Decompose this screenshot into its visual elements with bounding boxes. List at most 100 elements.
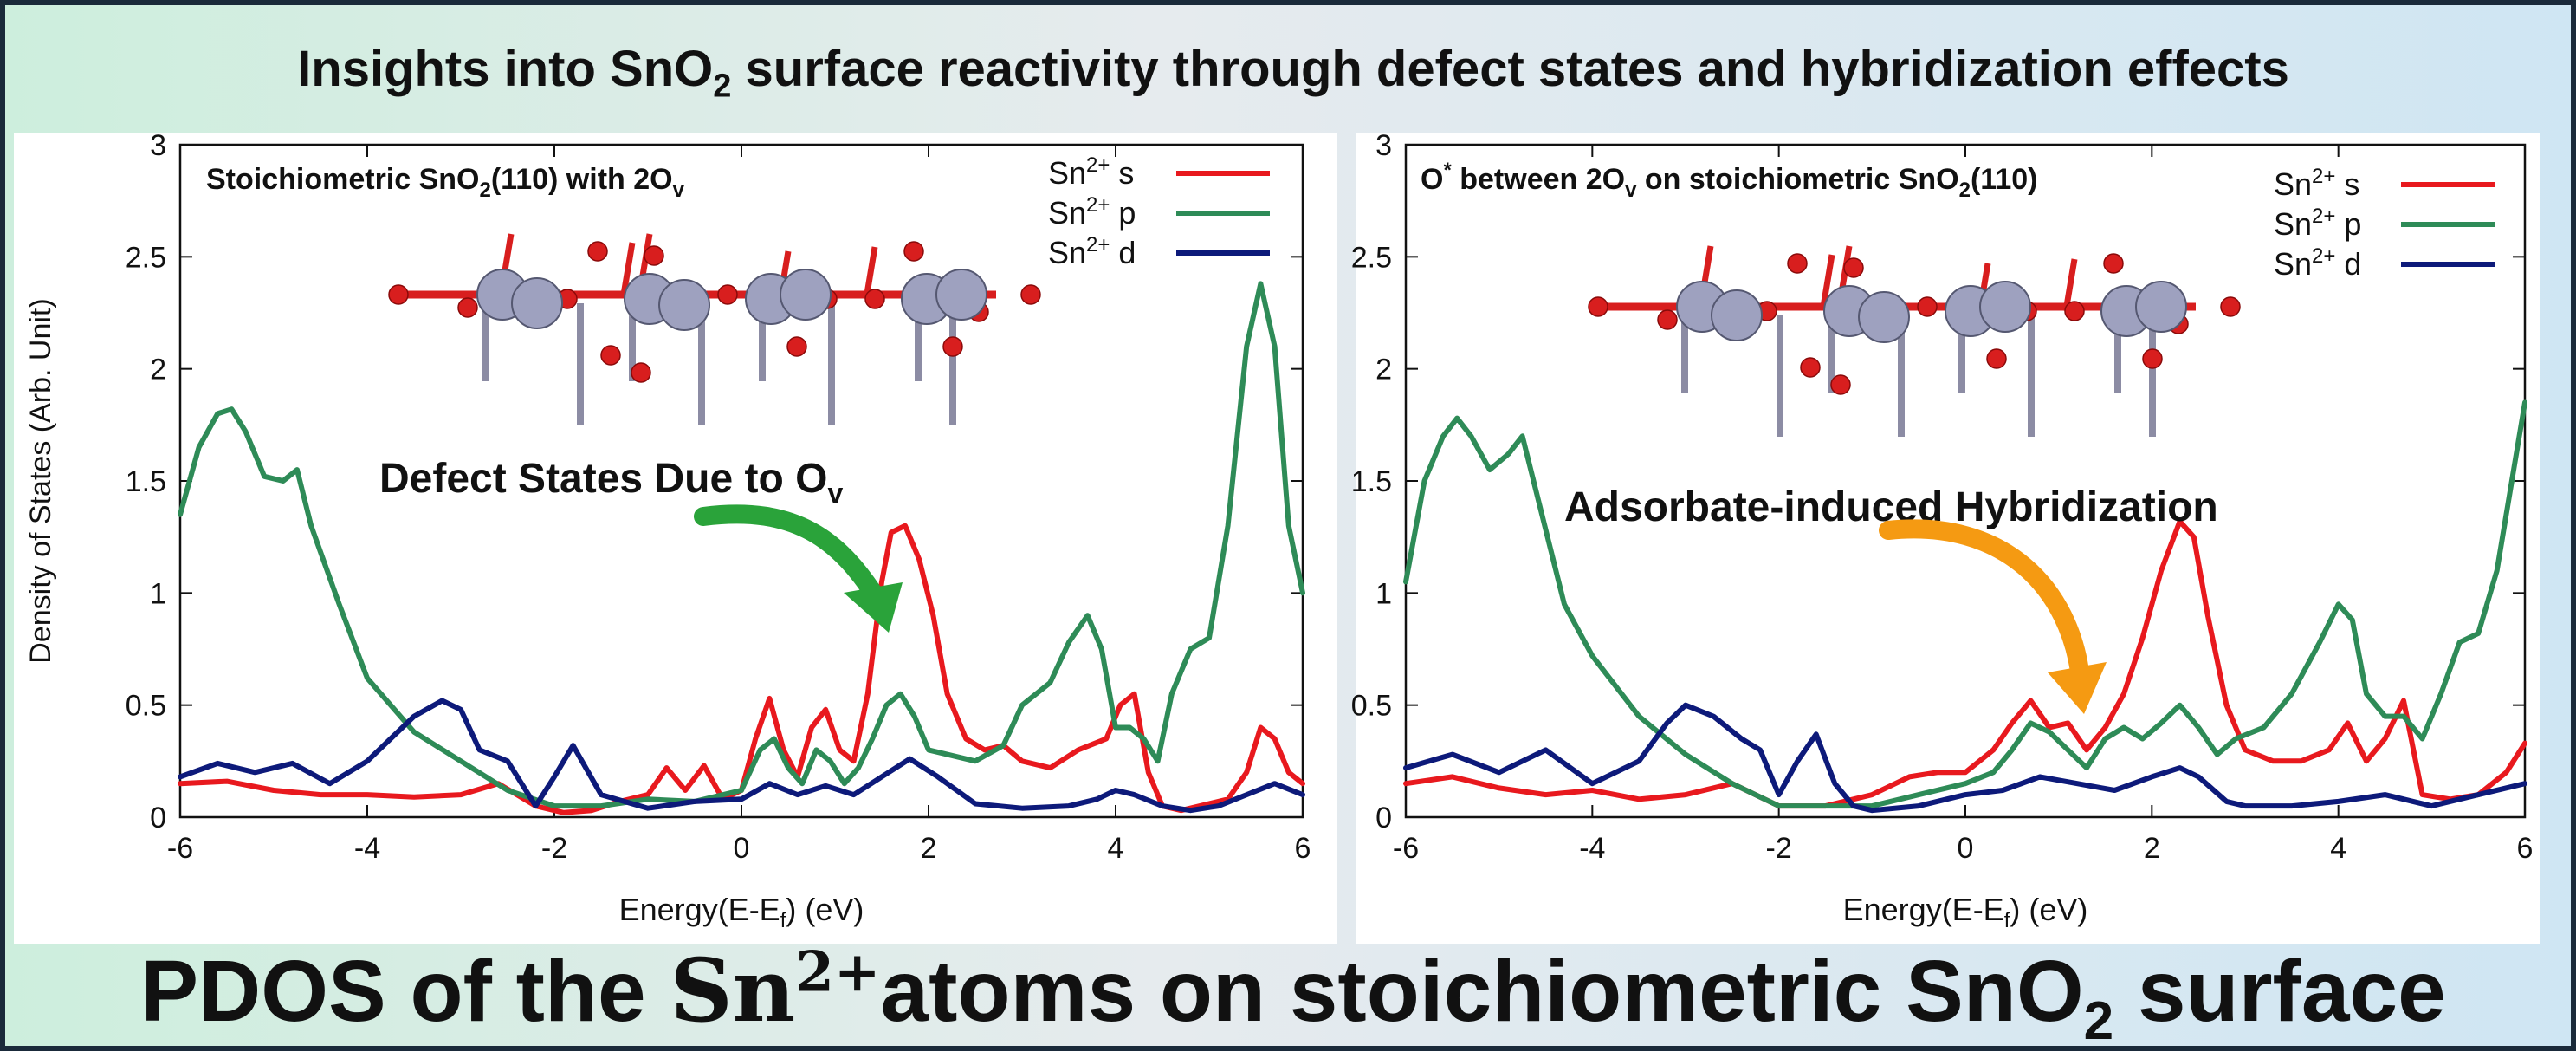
panel-title-sub: v	[673, 179, 685, 202]
annotation-text-part: Defect States Due to O	[379, 456, 827, 502]
tin-atom	[1858, 291, 1910, 343]
oxygen-atom	[644, 245, 664, 266]
panel-title-part: Stoichiometric SnO	[206, 163, 480, 196]
legend-label-base: Sn	[1048, 155, 1086, 191]
tin-atom	[780, 269, 832, 321]
molecule-bond	[2062, 258, 2078, 312]
panel-title: Stoichiometric SnO2(110) with 2Ov	[206, 163, 685, 202]
legend-label-base: Sn	[2274, 246, 2312, 282]
oxygen-atom	[457, 297, 478, 318]
legend-label-sup: 2+	[2312, 205, 2335, 228]
oxygen-atom	[587, 241, 608, 262]
legend-label-orbital: s	[2335, 166, 2359, 202]
x-tick-label: -6	[167, 832, 193, 865]
x-tick-label: 2	[2144, 832, 2160, 865]
x-tick-label: -6	[1393, 832, 1419, 865]
y-tick-label: 1	[1375, 577, 1392, 610]
annotation-arrowhead	[2048, 662, 2107, 714]
x-axis-label-sub: f	[2004, 909, 2010, 932]
x-tick-label: -4	[354, 832, 380, 865]
legend-label-orbital: p	[1110, 195, 1136, 231]
oxygen-atom	[1986, 348, 2007, 369]
y-tick-label: 1.5	[1351, 465, 1392, 498]
chart-panel-1: -6 -4 -2 0 2 4 6 0 0.5 1 1.5 2 2.5 3 Energy(E-Ef) (eV)…	[24, 129, 1311, 932]
y-tick-label: 0.5	[126, 690, 166, 723]
annotation-arrow	[694, 504, 886, 607]
oxygen-atom	[864, 289, 885, 309]
panel-title-part: (110)	[1971, 163, 2038, 196]
y-tick-label: 2	[1375, 354, 1392, 386]
oxygen-atom	[2064, 301, 2085, 321]
tin-atom	[935, 269, 987, 321]
legend-label-sup: 2+	[2312, 165, 2335, 188]
legend-label-s: Sn2+ s	[2274, 165, 2359, 202]
legend-label-base: Sn	[1048, 195, 1086, 231]
legend-label-orbital: s	[1110, 155, 1134, 191]
molecule-bond	[1820, 254, 1835, 308]
series-line-d	[1403, 702, 2527, 814]
series-line-d	[178, 698, 1305, 814]
oxygen-atom	[1588, 296, 1608, 317]
oxygen-atom	[1800, 357, 1821, 378]
legend-label-sup: 2+	[1086, 153, 1110, 177]
oxygen-atom	[2220, 296, 2241, 317]
annotation-text-sub: v	[827, 477, 843, 509]
chart-panel-2: -6 -4 -2 0 2 4 6 0 0.5 1 1.5 2 2.5 3 Energy(E-Ef) (eV)…	[1351, 129, 2534, 932]
legend-label-d: Sn2+ d	[1048, 233, 1136, 270]
annotation-text: Defect States Due to Ov	[379, 456, 843, 509]
x-tick-label: 2	[921, 832, 937, 865]
oxygen-atom	[600, 345, 621, 366]
y-tick-label: 3	[150, 129, 166, 162]
annotation-arrow	[1879, 519, 2090, 687]
legend-label-sup: 2+	[2312, 244, 2335, 268]
oxygen-atom	[717, 284, 738, 305]
series-line-s	[178, 523, 1305, 815]
tin-atom	[2135, 281, 2187, 333]
series-line-s	[1403, 518, 2527, 809]
panel-title: O* between 2Ov on stoichiometric SnO2(11…	[1421, 159, 2037, 202]
tin-atom	[511, 277, 563, 329]
x-tick-label: 0	[734, 832, 750, 865]
panel-title-part: between 2O	[1452, 163, 1625, 196]
panel-title-sub: 2	[1959, 179, 1971, 202]
x-axis-label-part: Energy(E-E	[1843, 892, 2004, 927]
x-tick-label: 4	[2330, 832, 2346, 865]
annotation-arrowhead	[844, 582, 903, 633]
legend-label-orbital: d	[2335, 246, 2361, 282]
footer-pre: PDOS of the	[140, 943, 670, 1040]
oxygen-atom	[903, 241, 924, 262]
legend-label-orbital: p	[2335, 206, 2361, 242]
y-tick-label: 2	[150, 354, 166, 386]
panel-title-part: on stoichiometric SnO	[1636, 163, 1958, 196]
x-tick-label: -2	[541, 832, 567, 865]
oxygen-atom	[2103, 253, 2124, 274]
header-title-post: surface reactivity through defect states…	[731, 41, 2289, 97]
panel-title-sup: *	[1443, 159, 1452, 182]
molecule-bond	[620, 242, 636, 295]
panel-title-part: O	[1421, 163, 1443, 196]
legend-label-p: Sn2+ p	[2274, 205, 2361, 242]
x-axis-label-part: Energy(E-E	[619, 892, 780, 927]
x-axis-label-sub: f	[780, 909, 786, 932]
y-tick-label: 3	[1375, 129, 1392, 162]
x-tick-label: 6	[2517, 832, 2534, 865]
x-tick-label: 6	[1295, 832, 1311, 865]
molecule-structure	[1588, 245, 2241, 437]
footer-sup: 2+	[795, 939, 881, 1005]
oxygen-atom	[1917, 296, 1938, 317]
tin-atom	[1979, 281, 2031, 333]
oxygen-atom	[942, 336, 963, 357]
panel-title-part: (110) with 2O	[491, 163, 673, 196]
footer-post: surface	[2113, 943, 2446, 1040]
legend-label-d: Sn2+ d	[2274, 244, 2361, 282]
y-tick-label: 1.5	[126, 465, 166, 498]
y-axis-label: Density of States (Arb. Unit)	[24, 298, 57, 663]
molecule-structure	[388, 233, 1041, 425]
footer-sn: Sn	[670, 939, 796, 1042]
x-tick-label: -4	[1579, 832, 1605, 865]
y-tick-label: 1	[150, 577, 166, 610]
oxygen-atom	[1830, 374, 1851, 395]
oxygen-atom	[2142, 348, 2163, 369]
